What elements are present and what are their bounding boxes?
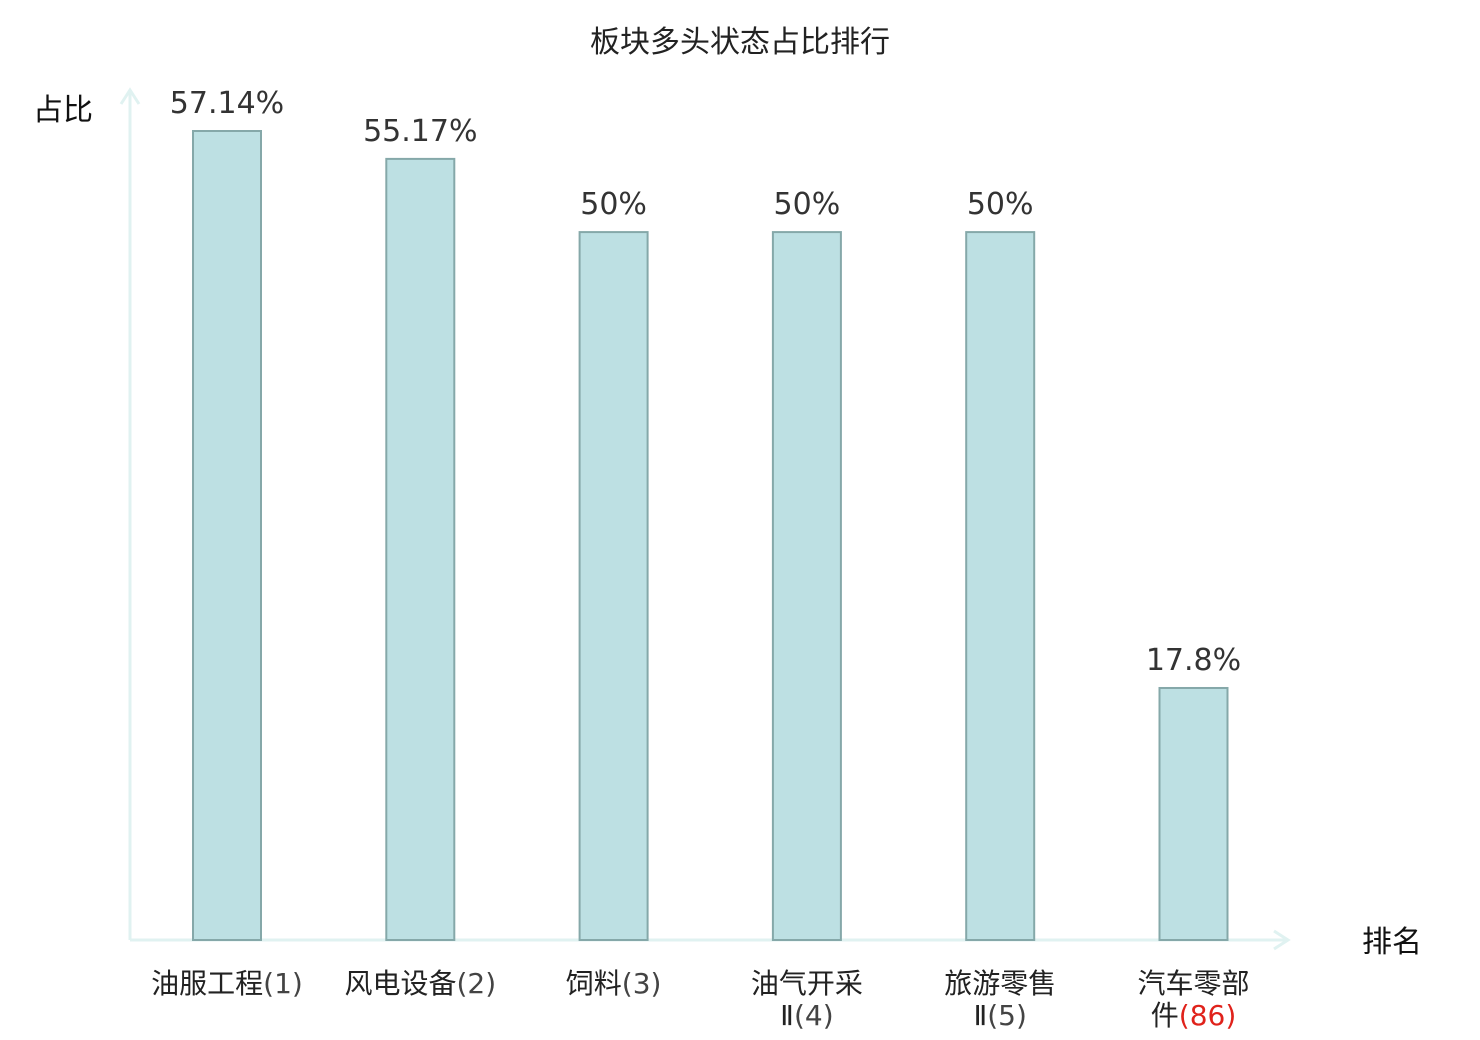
- category-name: 件: [1151, 999, 1179, 1032]
- value-label: 55.17%: [363, 114, 477, 149]
- category-rank: (1): [263, 967, 303, 1000]
- category-rank: (3): [622, 967, 662, 1000]
- category-rank: (5): [987, 999, 1027, 1032]
- category-label: 旅游零售: [944, 967, 1056, 1000]
- y-axis-label: 占比: [33, 93, 93, 128]
- category-name: Ⅱ: [780, 999, 794, 1032]
- x-axis-label: 排名: [1362, 925, 1422, 960]
- category-name: Ⅱ: [973, 999, 987, 1032]
- category-label: 油气开采: [751, 967, 863, 1000]
- category-label: 饲料(3): [566, 967, 662, 1000]
- bar[interactable]: [771, 231, 842, 941]
- category-label: 件(86): [1151, 999, 1237, 1032]
- value-labels-group: 57.14% 55.17% 50% 50% 50% 17.8%: [170, 86, 1241, 678]
- category-rank: (4): [794, 999, 834, 1032]
- category-label: 风电设备(2): [344, 967, 496, 1000]
- category-rank: (2): [456, 967, 496, 1000]
- category-name: 油气开采: [751, 967, 863, 1000]
- category-name: 饲料: [566, 967, 622, 1000]
- value-label: 17.8%: [1146, 643, 1241, 678]
- bar[interactable]: [578, 231, 649, 941]
- bar[interactable]: [965, 231, 1036, 941]
- bar[interactable]: [192, 130, 262, 941]
- value-label: 50%: [580, 187, 647, 222]
- value-label: 50%: [967, 187, 1034, 222]
- category-rank: (86): [1179, 999, 1236, 1032]
- bar[interactable]: [385, 157, 456, 941]
- category-label: 油服工程(1): [151, 967, 303, 1000]
- category-name: 旅游零售: [944, 967, 1056, 1000]
- category-label: Ⅱ(5): [973, 999, 1026, 1032]
- category-name: 风电设备: [344, 967, 456, 1000]
- axes: [119, 87, 1291, 951]
- category-name: 油服工程: [151, 967, 263, 1000]
- category-name: 汽车零部: [1137, 967, 1249, 1000]
- chart-title: 板块多头状态占比排行: [590, 25, 890, 60]
- category-label: 汽车零部: [1137, 967, 1249, 1000]
- value-label: 57.14%: [170, 86, 284, 121]
- value-label: 50%: [774, 187, 841, 222]
- bar[interactable]: [1158, 686, 1229, 941]
- x-axis-arrow: [1273, 929, 1291, 951]
- bars-group: [192, 130, 1229, 941]
- category-labels-group: 油服工程(1) 风电设备(2) 饲料(3) 油气开采Ⅱ(4)旅游零售Ⅱ(5)汽车零部件…: [151, 967, 1249, 1032]
- y-axis-arrow: [119, 87, 141, 105]
- category-label: Ⅱ(4): [780, 999, 833, 1032]
